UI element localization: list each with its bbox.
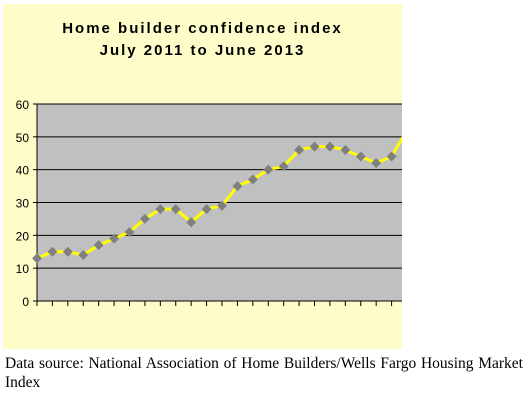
y-tick-label: 0 xyxy=(22,295,29,309)
chart-svg: 0 10 20 30 40 50 60 xyxy=(16,98,402,309)
chart-title-line-1: Home builder confidence index xyxy=(62,20,343,37)
chart-title-line-2: July 2011 to June 2013 xyxy=(99,42,306,59)
data-point xyxy=(386,151,397,162)
data-point xyxy=(340,144,351,155)
data-point xyxy=(278,161,289,172)
data-point xyxy=(170,204,181,215)
data-point xyxy=(124,227,135,238)
data-point xyxy=(247,174,258,185)
data-point xyxy=(201,204,212,215)
data-point xyxy=(109,233,120,244)
data-point xyxy=(78,250,89,261)
data-point xyxy=(232,181,243,192)
data-point xyxy=(371,158,382,169)
source-note: Data source: National Association of Hom… xyxy=(5,355,523,391)
data-point xyxy=(62,246,73,257)
data-point xyxy=(355,151,366,162)
y-tick-label: 60 xyxy=(16,98,30,112)
data-point xyxy=(93,240,104,251)
data-point xyxy=(294,144,305,155)
data-point xyxy=(47,246,58,257)
chart-title: Home builder confidence index July 2011 … xyxy=(3,18,402,62)
data-point xyxy=(139,213,150,224)
data-point xyxy=(155,204,166,215)
y-tick-label: 40 xyxy=(16,164,30,178)
y-tick-label: 30 xyxy=(16,197,30,211)
data-point xyxy=(217,200,227,211)
data-point xyxy=(309,141,320,152)
data-point xyxy=(263,164,274,175)
y-tick-label: 20 xyxy=(16,229,30,243)
data-point xyxy=(324,141,335,152)
data-point xyxy=(32,253,42,264)
data-point xyxy=(186,217,197,228)
y-tick-label: 10 xyxy=(16,262,30,276)
chart-area: Home builder confidence index July 2011 … xyxy=(3,4,402,349)
y-tick-label: 50 xyxy=(16,131,30,145)
